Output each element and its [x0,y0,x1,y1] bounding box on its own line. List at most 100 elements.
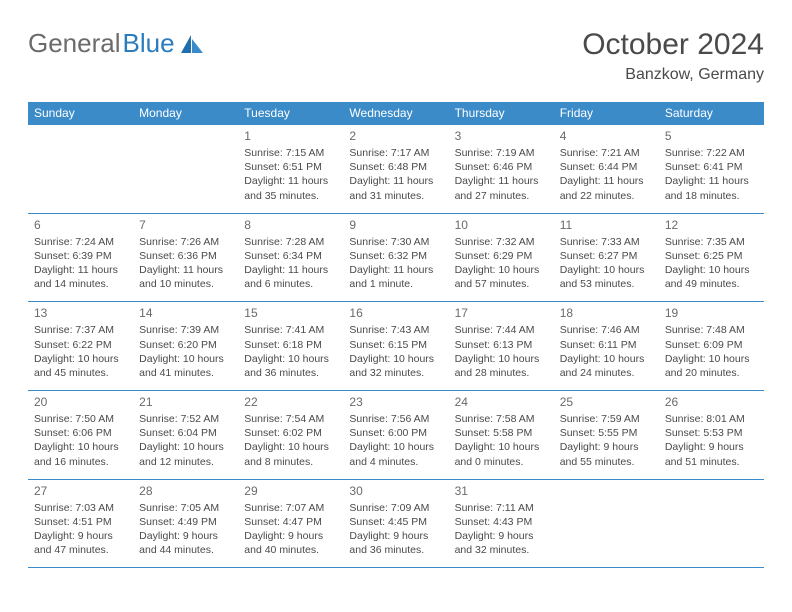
day-number: 29 [244,484,337,498]
page-header: GeneralBlue October 2024 Banzkow, German… [28,28,764,84]
calendar-day-cell: 15 Sunrise: 7:41 AMSunset: 6:18 PMDayligh… [238,302,343,391]
day-info: Sunrise: 7:50 AMSunset: 6:06 PMDaylight:… [34,412,127,469]
weekday-header: Sunday [28,102,133,125]
day-number: 27 [34,484,127,498]
day-number: 21 [139,395,232,409]
day-number: 10 [455,218,548,232]
calendar-table: SundayMondayTuesdayWednesdayThursdayFrid… [28,102,764,568]
title-month: October 2024 [582,28,764,62]
day-info: Sunrise: 7:52 AMSunset: 6:04 PMDaylight:… [139,412,232,469]
day-info: Sunrise: 7:26 AMSunset: 6:36 PMDaylight:… [139,235,232,292]
day-number: 9 [349,218,442,232]
day-info: Sunrise: 7:22 AMSunset: 6:41 PMDaylight:… [665,146,758,203]
day-info: Sunrise: 7:03 AMSunset: 4:51 PMDaylight:… [34,501,127,558]
weekday-header: Tuesday [238,102,343,125]
day-info: Sunrise: 7:54 AMSunset: 6:02 PMDaylight:… [244,412,337,469]
day-number: 14 [139,306,232,320]
day-number: 16 [349,306,442,320]
calendar-day-cell: 14 Sunrise: 7:39 AMSunset: 6:20 PMDayligh… [133,302,238,391]
calendar-day-cell: 20Sunrise: 7:50 AMSunset: 6:06 PMDayligh… [28,391,133,480]
calendar-day-cell: 11Sunrise: 7:33 AMSunset: 6:27 PMDayligh… [554,213,659,302]
day-number: 2 [349,129,442,143]
day-number: 31 [455,484,548,498]
day-info: Sunrise: 7:32 AMSunset: 6:29 PMDaylight:… [455,235,548,292]
day-number: 15 [244,306,337,320]
logo: GeneralBlue [28,28,203,59]
day-number: 18 [560,306,653,320]
day-info: Sunrise: 7:48 AMSunset: 6:09 PMDaylight:… [665,323,758,380]
calendar-day-cell [28,125,133,214]
calendar-day-cell: 4Sunrise: 7:21 AMSunset: 6:44 PMDaylight… [554,125,659,214]
day-info: Sunrise: 7:35 AMSunset: 6:25 PMDaylight:… [665,235,758,292]
day-info: Sunrise: 7:24 AMSunset: 6:39 PMDaylight:… [34,235,127,292]
calendar-day-cell: 19 Sunrise: 7:48 AMSunset: 6:09 PMDayligh… [659,302,764,391]
calendar-week-row: 20Sunrise: 7:50 AMSunset: 6:06 PMDayligh… [28,391,764,480]
day-info: Sunrise: 7:41 AMSunset: 6:18 PMDaylight:… [244,323,337,380]
calendar-day-cell: 18Sunrise: 7:46 AMSunset: 6:11 PMDayligh… [554,302,659,391]
calendar-day-cell: 13Sunrise: 7:37 AMSunset: 6:22 PMDayligh… [28,302,133,391]
day-info: Sunrise: 7:43 AMSunset: 6:15 PMDaylight:… [349,323,442,380]
day-info: Sunrise: 7:07 AMSunset: 4:47 PMDaylight:… [244,501,337,558]
calendar-day-cell: 17Sunrise: 7:44 AMSunset: 6:13 PMDayligh… [449,302,554,391]
calendar-day-cell: 10 Sunrise: 7:32 AMSunset: 6:29 PMDayligh… [449,213,554,302]
calendar-day-cell: 8 Sunrise: 7:28 AMSunset: 6:34 PMDaylight… [238,213,343,302]
calendar-header-row: SundayMondayTuesdayWednesdayThursdayFrid… [28,102,764,125]
day-info: Sunrise: 7:56 AMSunset: 6:00 PMDaylight:… [349,412,442,469]
day-info: Sunrise: 7:21 AMSunset: 6:44 PMDaylight:… [560,146,653,203]
calendar-day-cell: 25Sunrise: 7:59 AMSunset: 5:55 PMDayligh… [554,391,659,480]
title-location: Banzkow, Germany [582,66,764,84]
day-number: 28 [139,484,232,498]
calendar-day-cell: 5 Sunrise: 7:22 AMSunset: 6:41 PMDaylight… [659,125,764,214]
title-block: October 2024 Banzkow, Germany [582,28,764,84]
calendar-day-cell: 26 Sunrise: 8:01 AMSunset: 5:53 PMDayligh… [659,391,764,480]
calendar-day-cell: 2 Sunrise: 7:17 AMSunset: 6:48 PMDaylight… [343,125,448,214]
calendar-week-row: 1 Sunrise: 7:15 AMSunset: 6:51 PMDaylight… [28,125,764,214]
calendar-body: 1 Sunrise: 7:15 AMSunset: 6:51 PMDaylight… [28,125,764,568]
calendar-week-row: 6Sunrise: 7:24 AMSunset: 6:39 PMDaylight… [28,213,764,302]
calendar-day-cell: 24Sunrise: 7:58 AMSunset: 5:58 PMDayligh… [449,391,554,480]
calendar-week-row: 27 Sunrise: 7:03 AMSunset: 4:51 PMDayligh… [28,479,764,568]
calendar-day-cell [554,479,659,568]
day-info: Sunrise: 7:15 AMSunset: 6:51 PMDaylight:… [244,146,337,203]
day-number: 7 [139,218,232,232]
day-number: 12 [665,218,758,232]
day-info: Sunrise: 7:28 AMSunset: 6:34 PMDaylight:… [244,235,337,292]
day-number: 17 [455,306,548,320]
day-info: Sunrise: 7:05 AMSunset: 4:49 PMDaylight:… [139,501,232,558]
calendar-day-cell [659,479,764,568]
day-number: 23 [349,395,442,409]
weekday-header: Thursday [449,102,554,125]
calendar-day-cell: 29 Sunrise: 7:07 AMSunset: 4:47 PMDayligh… [238,479,343,568]
calendar-day-cell: 22Sunrise: 7:54 AMSunset: 6:02 PMDayligh… [238,391,343,480]
weekday-header: Wednesday [343,102,448,125]
day-info: Sunrise: 7:17 AMSunset: 6:48 PMDaylight:… [349,146,442,203]
calendar-day-cell [133,125,238,214]
calendar-day-cell: 23 Sunrise: 7:56 AMSunset: 6:00 PMDayligh… [343,391,448,480]
day-number: 24 [455,395,548,409]
day-info: Sunrise: 7:19 AMSunset: 6:46 PMDaylight:… [455,146,548,203]
calendar-day-cell: 21 Sunrise: 7:52 AMSunset: 6:04 PMDayligh… [133,391,238,480]
day-info: Sunrise: 7:33 AMSunset: 6:27 PMDaylight:… [560,235,653,292]
calendar-day-cell: 16 Sunrise: 7:43 AMSunset: 6:15 PMDayligh… [343,302,448,391]
calendar-day-cell: 31Sunrise: 7:11 AMSunset: 4:43 PMDayligh… [449,479,554,568]
day-number: 8 [244,218,337,232]
calendar-day-cell: 7 Sunrise: 7:26 AMSunset: 6:36 PMDaylight… [133,213,238,302]
day-info: Sunrise: 7:39 AMSunset: 6:20 PMDaylight:… [139,323,232,380]
calendar-day-cell: 1 Sunrise: 7:15 AMSunset: 6:51 PMDaylight… [238,125,343,214]
day-number: 3 [455,129,548,143]
calendar-day-cell: 9Sunrise: 7:30 AMSunset: 6:32 PMDaylight… [343,213,448,302]
day-number: 30 [349,484,442,498]
calendar-day-cell: 3 Sunrise: 7:19 AMSunset: 6:46 PMDaylight… [449,125,554,214]
day-number: 19 [665,306,758,320]
day-info: Sunrise: 8:01 AMSunset: 5:53 PMDaylight:… [665,412,758,469]
weekday-header: Monday [133,102,238,125]
calendar-week-row: 13Sunrise: 7:37 AMSunset: 6:22 PMDayligh… [28,302,764,391]
logo-text-2: Blue [123,28,175,59]
calendar-day-cell: 6Sunrise: 7:24 AMSunset: 6:39 PMDaylight… [28,213,133,302]
day-number: 1 [244,129,337,143]
day-number: 5 [665,129,758,143]
day-info: Sunrise: 7:09 AMSunset: 4:45 PMDaylight:… [349,501,442,558]
day-number: 13 [34,306,127,320]
calendar-day-cell: 28 Sunrise: 7:05 AMSunset: 4:49 PMDayligh… [133,479,238,568]
day-number: 26 [665,395,758,409]
